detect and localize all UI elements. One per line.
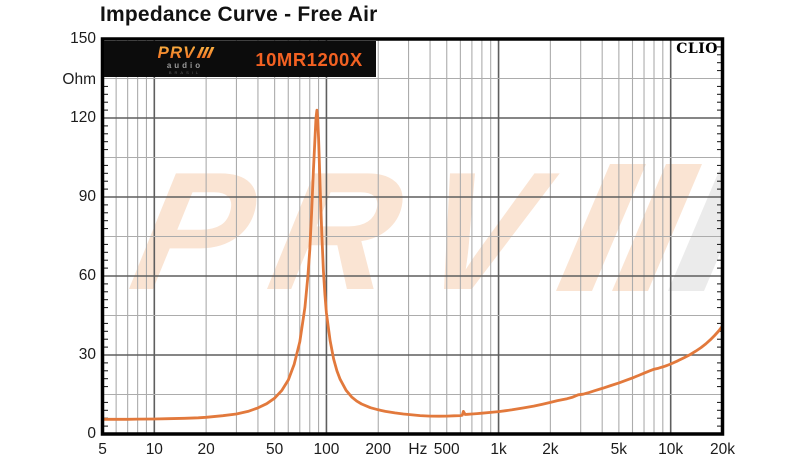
y-tick-label: 150 bbox=[70, 30, 96, 47]
clio-software-badge: CLIO bbox=[676, 41, 718, 57]
watermark-text: PRV bbox=[118, 137, 581, 325]
logo-subtext: audio bbox=[166, 61, 204, 70]
x-tick-label: 5k bbox=[610, 441, 628, 458]
y-tick-label: 0 bbox=[87, 425, 96, 442]
watermark: PRV bbox=[118, 137, 723, 325]
y-tick-label: 120 bbox=[70, 109, 96, 126]
y-tick-label: 90 bbox=[78, 188, 96, 205]
x-tick-label: 1k bbox=[490, 441, 507, 458]
x-tick-label: 100 bbox=[313, 441, 340, 458]
x-tick-label: 20 bbox=[197, 441, 215, 458]
x-tick-label: 10k bbox=[658, 441, 684, 458]
x-tick-label: 2k bbox=[542, 441, 559, 458]
logo-text: PRV bbox=[157, 43, 196, 62]
watermark-slash-icon bbox=[668, 164, 723, 291]
x-tick-label: 5 bbox=[98, 441, 107, 458]
logo-country-text: BRASIL bbox=[168, 70, 202, 75]
x-tick-label: 10 bbox=[145, 441, 163, 458]
y-tick-label: 60 bbox=[78, 267, 96, 284]
y-axis-unit-label: Ohm bbox=[62, 71, 96, 88]
prv-audio-logo: PRV audio BRASIL bbox=[130, 44, 240, 75]
x-tick-label: 20k bbox=[710, 441, 735, 458]
model-number: 10MR1200X bbox=[255, 49, 363, 70]
y-tick-label: 30 bbox=[78, 346, 96, 363]
x-tick-label: 200 bbox=[365, 441, 392, 458]
x-axis-unit-label: Hz bbox=[408, 441, 428, 458]
page-title: Impedance Curve - Free Air bbox=[100, 3, 378, 26]
impedance-curve bbox=[102, 108, 723, 421]
chart-border bbox=[100, 37, 725, 436]
watermark-slash-icon bbox=[612, 164, 702, 291]
x-tick-label: 50 bbox=[265, 441, 284, 458]
watermark-slash-icon bbox=[556, 164, 646, 291]
x-tick-label: 500 bbox=[433, 441, 460, 458]
brand-banner: PRV audio BRASIL 10MR1200X bbox=[104, 41, 376, 77]
